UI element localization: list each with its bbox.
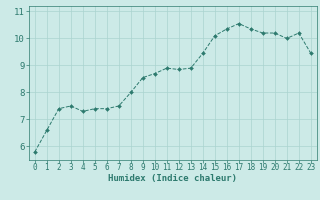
X-axis label: Humidex (Indice chaleur): Humidex (Indice chaleur) bbox=[108, 174, 237, 183]
